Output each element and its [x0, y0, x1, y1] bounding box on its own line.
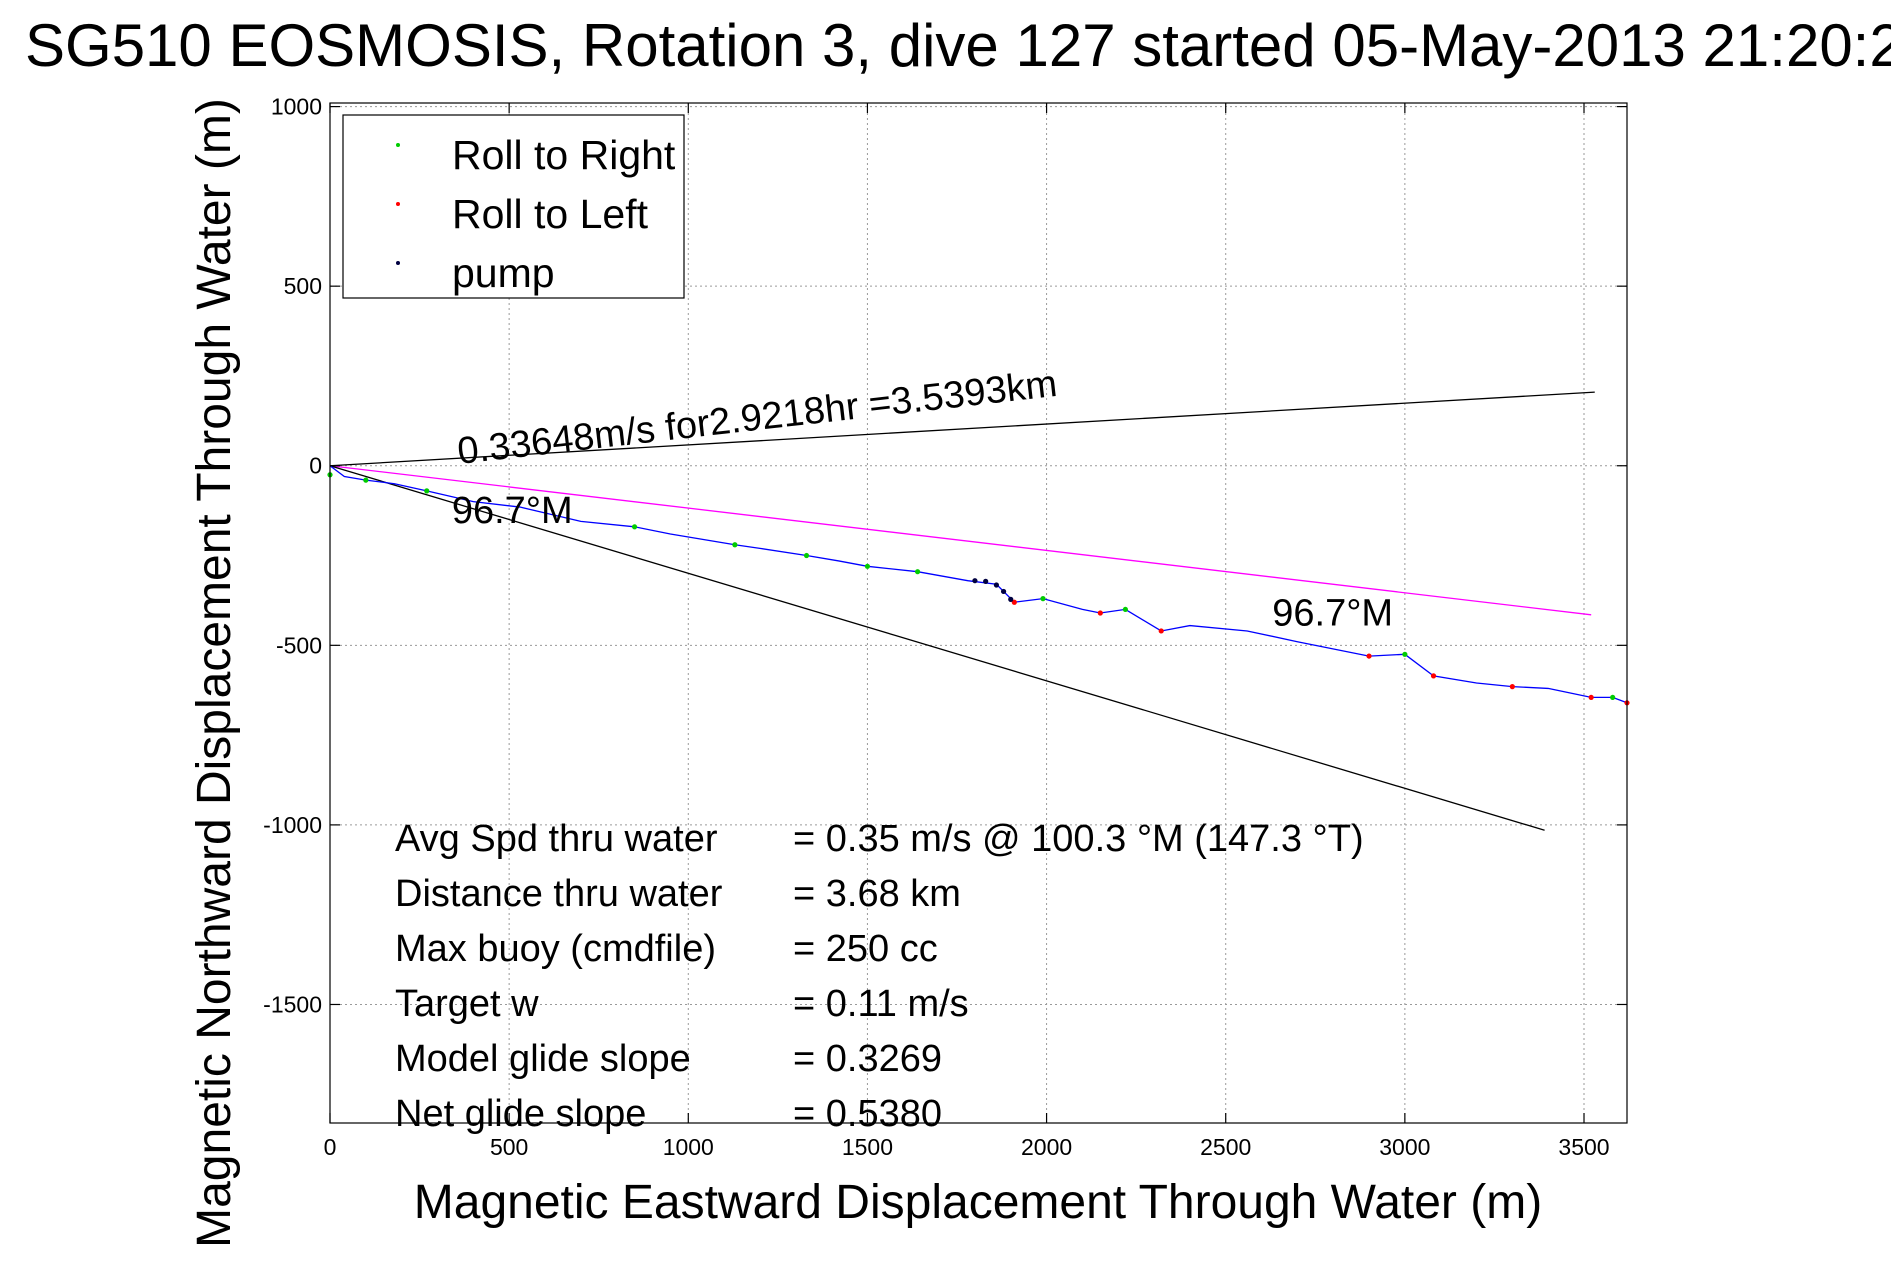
legend-marker: [396, 202, 400, 206]
reference-lines: [329, 391, 1595, 831]
y-tick-label: 1000: [271, 94, 322, 120]
roll-right-point: [1122, 606, 1128, 613]
stat-label: Net glide slope: [395, 1093, 646, 1135]
y-axis-ticks: 1000 500 0 -500 -1000 -1500: [263, 94, 1627, 1017]
x-tick-label: 500: [490, 1134, 528, 1160]
x-tick-label: 1500: [842, 1134, 893, 1160]
roll-left-point: [1430, 673, 1437, 679]
x-tick-label: 0: [324, 1134, 337, 1160]
stat-value: = 0.35 m/s @ 100.3 °M (147.3 °T): [793, 818, 1364, 860]
dive-stats-block: Avg Spd thru water = 0.35 m/s @ 100.3 °M …: [395, 818, 1364, 1135]
stat-label: Max buoy (cmdfile): [395, 928, 716, 970]
roll-right-point: [732, 542, 738, 548]
x-axis-ticks: 0 500 1000 1500 2000 2500 3000 3500: [324, 103, 1610, 1160]
roll-right-point: [1610, 694, 1616, 701]
roll-left-point: [1509, 684, 1515, 690]
stat-value: = 0.11 m/s: [793, 983, 969, 1025]
plot-frame: [329, 102, 1628, 1124]
x-tick-label: 3000: [1379, 1134, 1430, 1160]
roll-left-point: [1158, 628, 1164, 634]
roll-right-point: [1402, 651, 1408, 657]
legend-label: Roll to Left: [452, 191, 649, 237]
pump-point: [993, 582, 1000, 588]
stat-label: Target w: [395, 983, 539, 1025]
reference-line: [329, 465, 1545, 831]
roll-left-point: [1011, 599, 1017, 605]
stat-label: Model glide slope: [395, 1038, 691, 1080]
legend-label: Roll to Right: [452, 132, 676, 178]
y-tick-label: -1500: [263, 991, 322, 1017]
pump-point: [972, 578, 978, 584]
y-tick-label: 0: [309, 453, 322, 479]
roll-right-point: [864, 563, 871, 569]
pump-point: [1008, 596, 1014, 602]
stat-value: = 0.3269: [793, 1038, 942, 1080]
legend-marker: [396, 261, 400, 265]
roll-right-point: [803, 552, 810, 559]
legend-label: pump: [452, 250, 555, 296]
legend-items: Roll to Right Roll to Left pump: [396, 132, 676, 296]
roll-right-point: [363, 477, 369, 483]
chart-annotation: 96.7°M: [452, 490, 573, 532]
legend: Roll to Right Roll to Left pump: [342, 114, 685, 299]
roll-left-point: [1366, 653, 1372, 659]
x-axis-label: Magnetic Eastward Displacement Through W…: [414, 1176, 1542, 1229]
roll-pump-markers: [327, 472, 1630, 706]
roll-left-point: [1097, 610, 1103, 616]
x-tick-label: 1000: [663, 1134, 714, 1160]
x-tick-label: 2500: [1200, 1134, 1251, 1160]
stat-label: Avg Spd thru water: [395, 818, 718, 860]
roll-left-point: [1588, 694, 1594, 701]
x-tick-label: 3500: [1558, 1134, 1609, 1160]
y-axis-label: Magnetic Northward Displacement Through …: [188, 98, 241, 1248]
reference-line: [329, 391, 1595, 467]
chart-annotation: 96.7°M: [1272, 593, 1393, 635]
stat-value: = 250 cc: [793, 928, 938, 970]
reference-line: [329, 465, 1592, 616]
chart-title: SG510 EOSMOSIS, Rotation 3, dive 127 sta…: [25, 12, 1891, 79]
y-tick-label: 500: [284, 273, 322, 299]
roll-right-point: [1040, 596, 1046, 602]
legend-marker: [396, 143, 400, 147]
pump-point: [1000, 588, 1007, 595]
roll-right-point: [631, 524, 638, 530]
stat-label: Distance thru water: [395, 873, 723, 915]
y-tick-label: -1000: [263, 812, 322, 838]
stat-value: = 0.5380: [793, 1093, 942, 1135]
roll-right-point: [914, 569, 921, 575]
roll-right-point: [424, 488, 430, 494]
x-tick-label: 2000: [1021, 1134, 1072, 1160]
stat-value: = 3.68 km: [793, 873, 961, 915]
pump-point: [983, 578, 989, 584]
y-tick-label: -500: [276, 632, 322, 658]
